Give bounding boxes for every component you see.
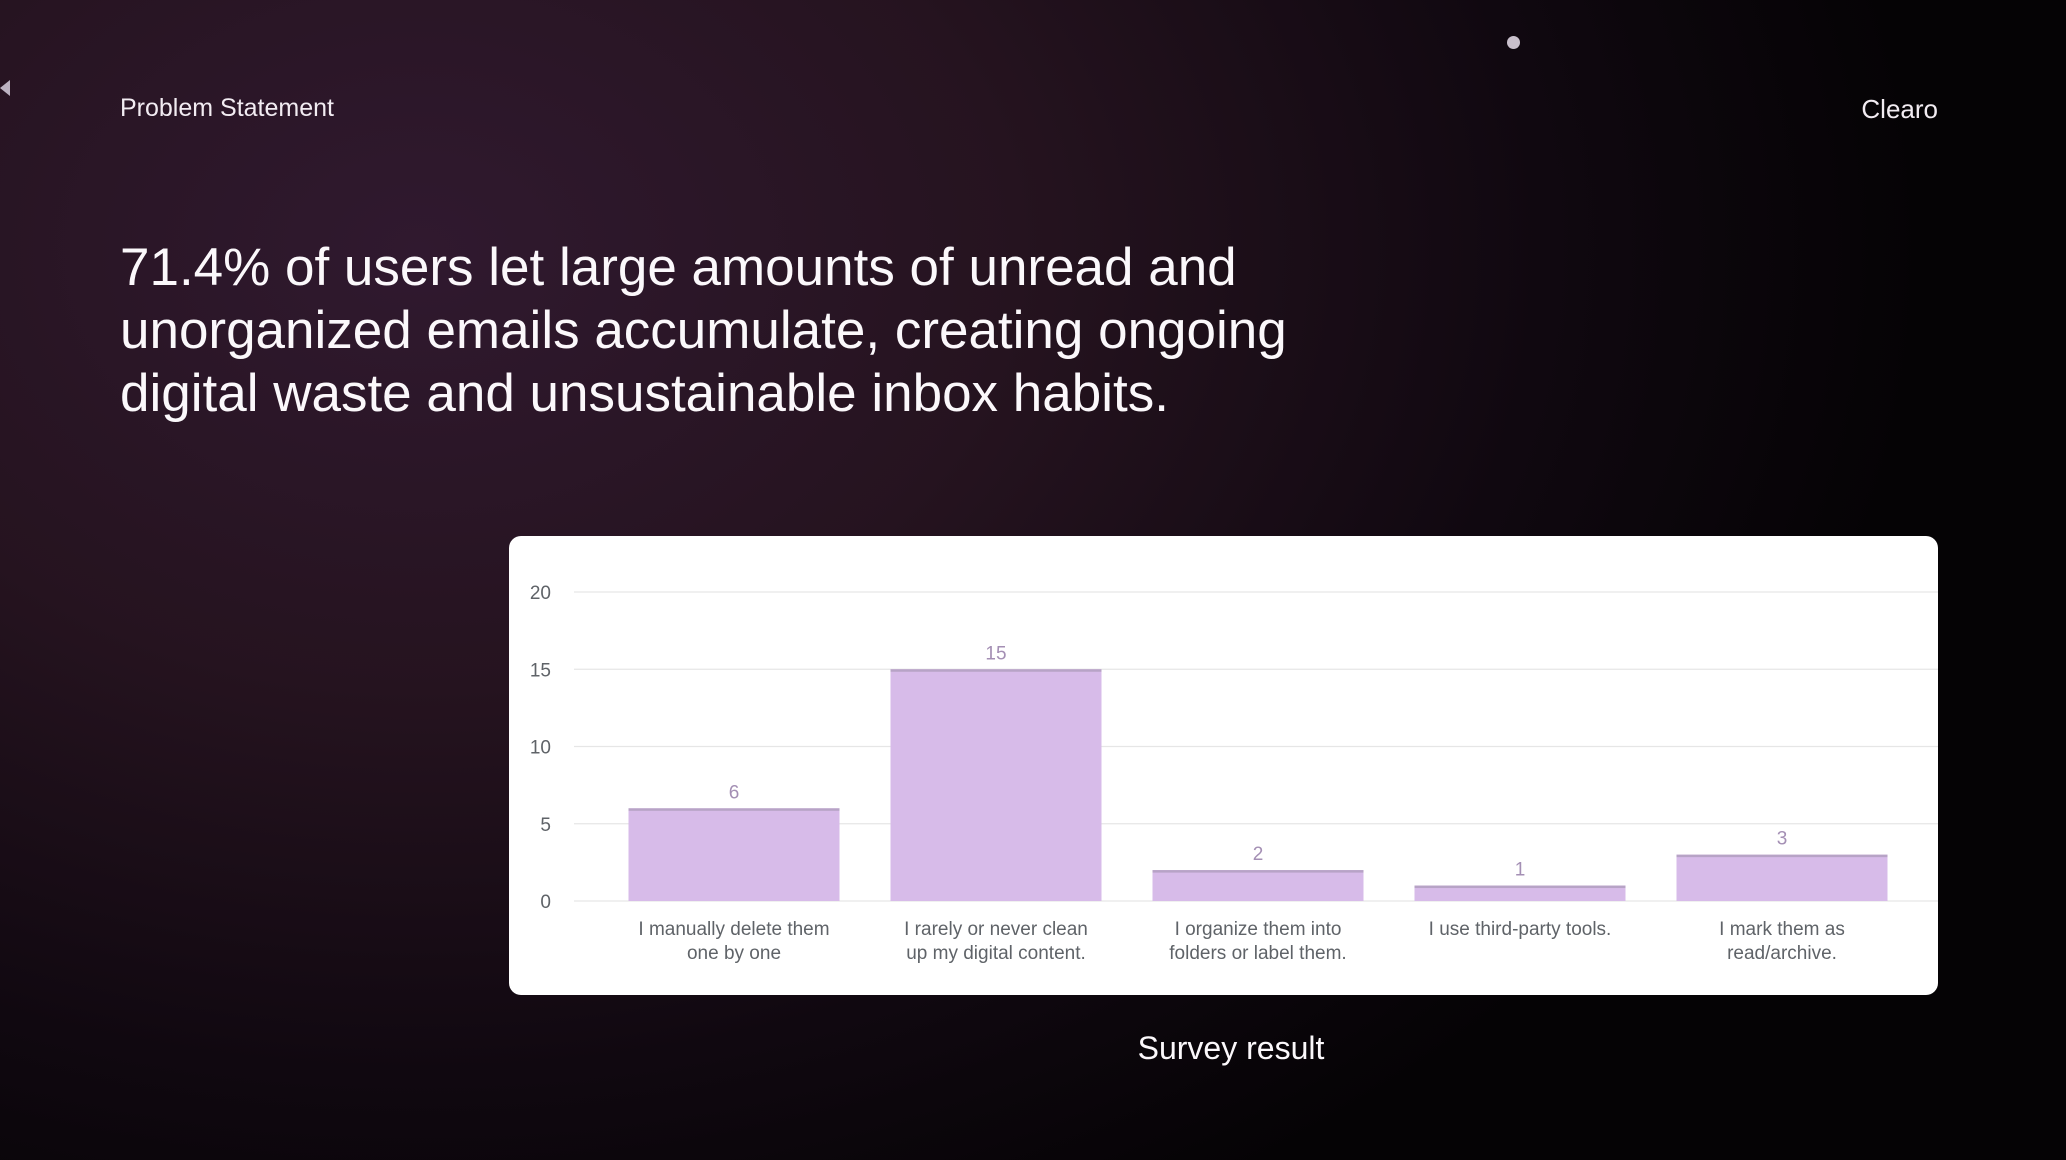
category-label: I mark them as [1719, 919, 1845, 940]
value-label: 3 [1777, 829, 1788, 850]
bar-top-edge [1414, 885, 1626, 889]
y-tick-label: 10 [530, 738, 551, 759]
category-label: I use third-party tools. [1429, 919, 1612, 940]
bar [1676, 854, 1888, 901]
y-tick-label: 15 [530, 660, 551, 681]
value-label: 1 [1515, 860, 1526, 881]
back-arrow-icon[interactable] [0, 80, 10, 96]
category-label: I organize them into [1175, 919, 1342, 940]
category-label: I rarely or never clean [904, 919, 1088, 940]
category-label: up my digital content. [906, 943, 1086, 964]
brand-name: Clearo [1861, 94, 1938, 124]
bar-top-edge [1676, 854, 1888, 858]
category-label: read/archive. [1727, 943, 1837, 964]
category-label: I manually delete them [638, 919, 829, 940]
bar-chart: 0 5 10 15 20 6 I manually delete them one by on… [530, 583, 1938, 964]
category-label: folders or label them. [1169, 943, 1346, 964]
bar-top-edge [890, 669, 1102, 672]
bar-top-edge [628, 808, 840, 811]
bar-top-edge [1152, 870, 1364, 873]
value-label: 6 [729, 782, 740, 803]
chart-card: 0 5 10 15 20 6 I manually delete them one by on… [509, 536, 1938, 995]
section-label: Problem Statement [120, 94, 334, 122]
bar [890, 669, 1102, 901]
y-tick-label: 0 [540, 892, 551, 913]
chart-caption: Survey result [1137, 1030, 1325, 1066]
y-tick-label: 5 [540, 815, 551, 836]
indicator-dot [1507, 36, 1520, 49]
bar [1152, 870, 1364, 901]
bar [628, 808, 840, 901]
y-tick-label: 20 [530, 583, 551, 604]
category-label: one by one [687, 943, 781, 964]
bar [1414, 885, 1626, 901]
headline: 71.4% of users let large amounts of unre… [120, 238, 1287, 423]
value-label: 2 [1253, 844, 1264, 865]
value-label: 15 [985, 643, 1006, 664]
